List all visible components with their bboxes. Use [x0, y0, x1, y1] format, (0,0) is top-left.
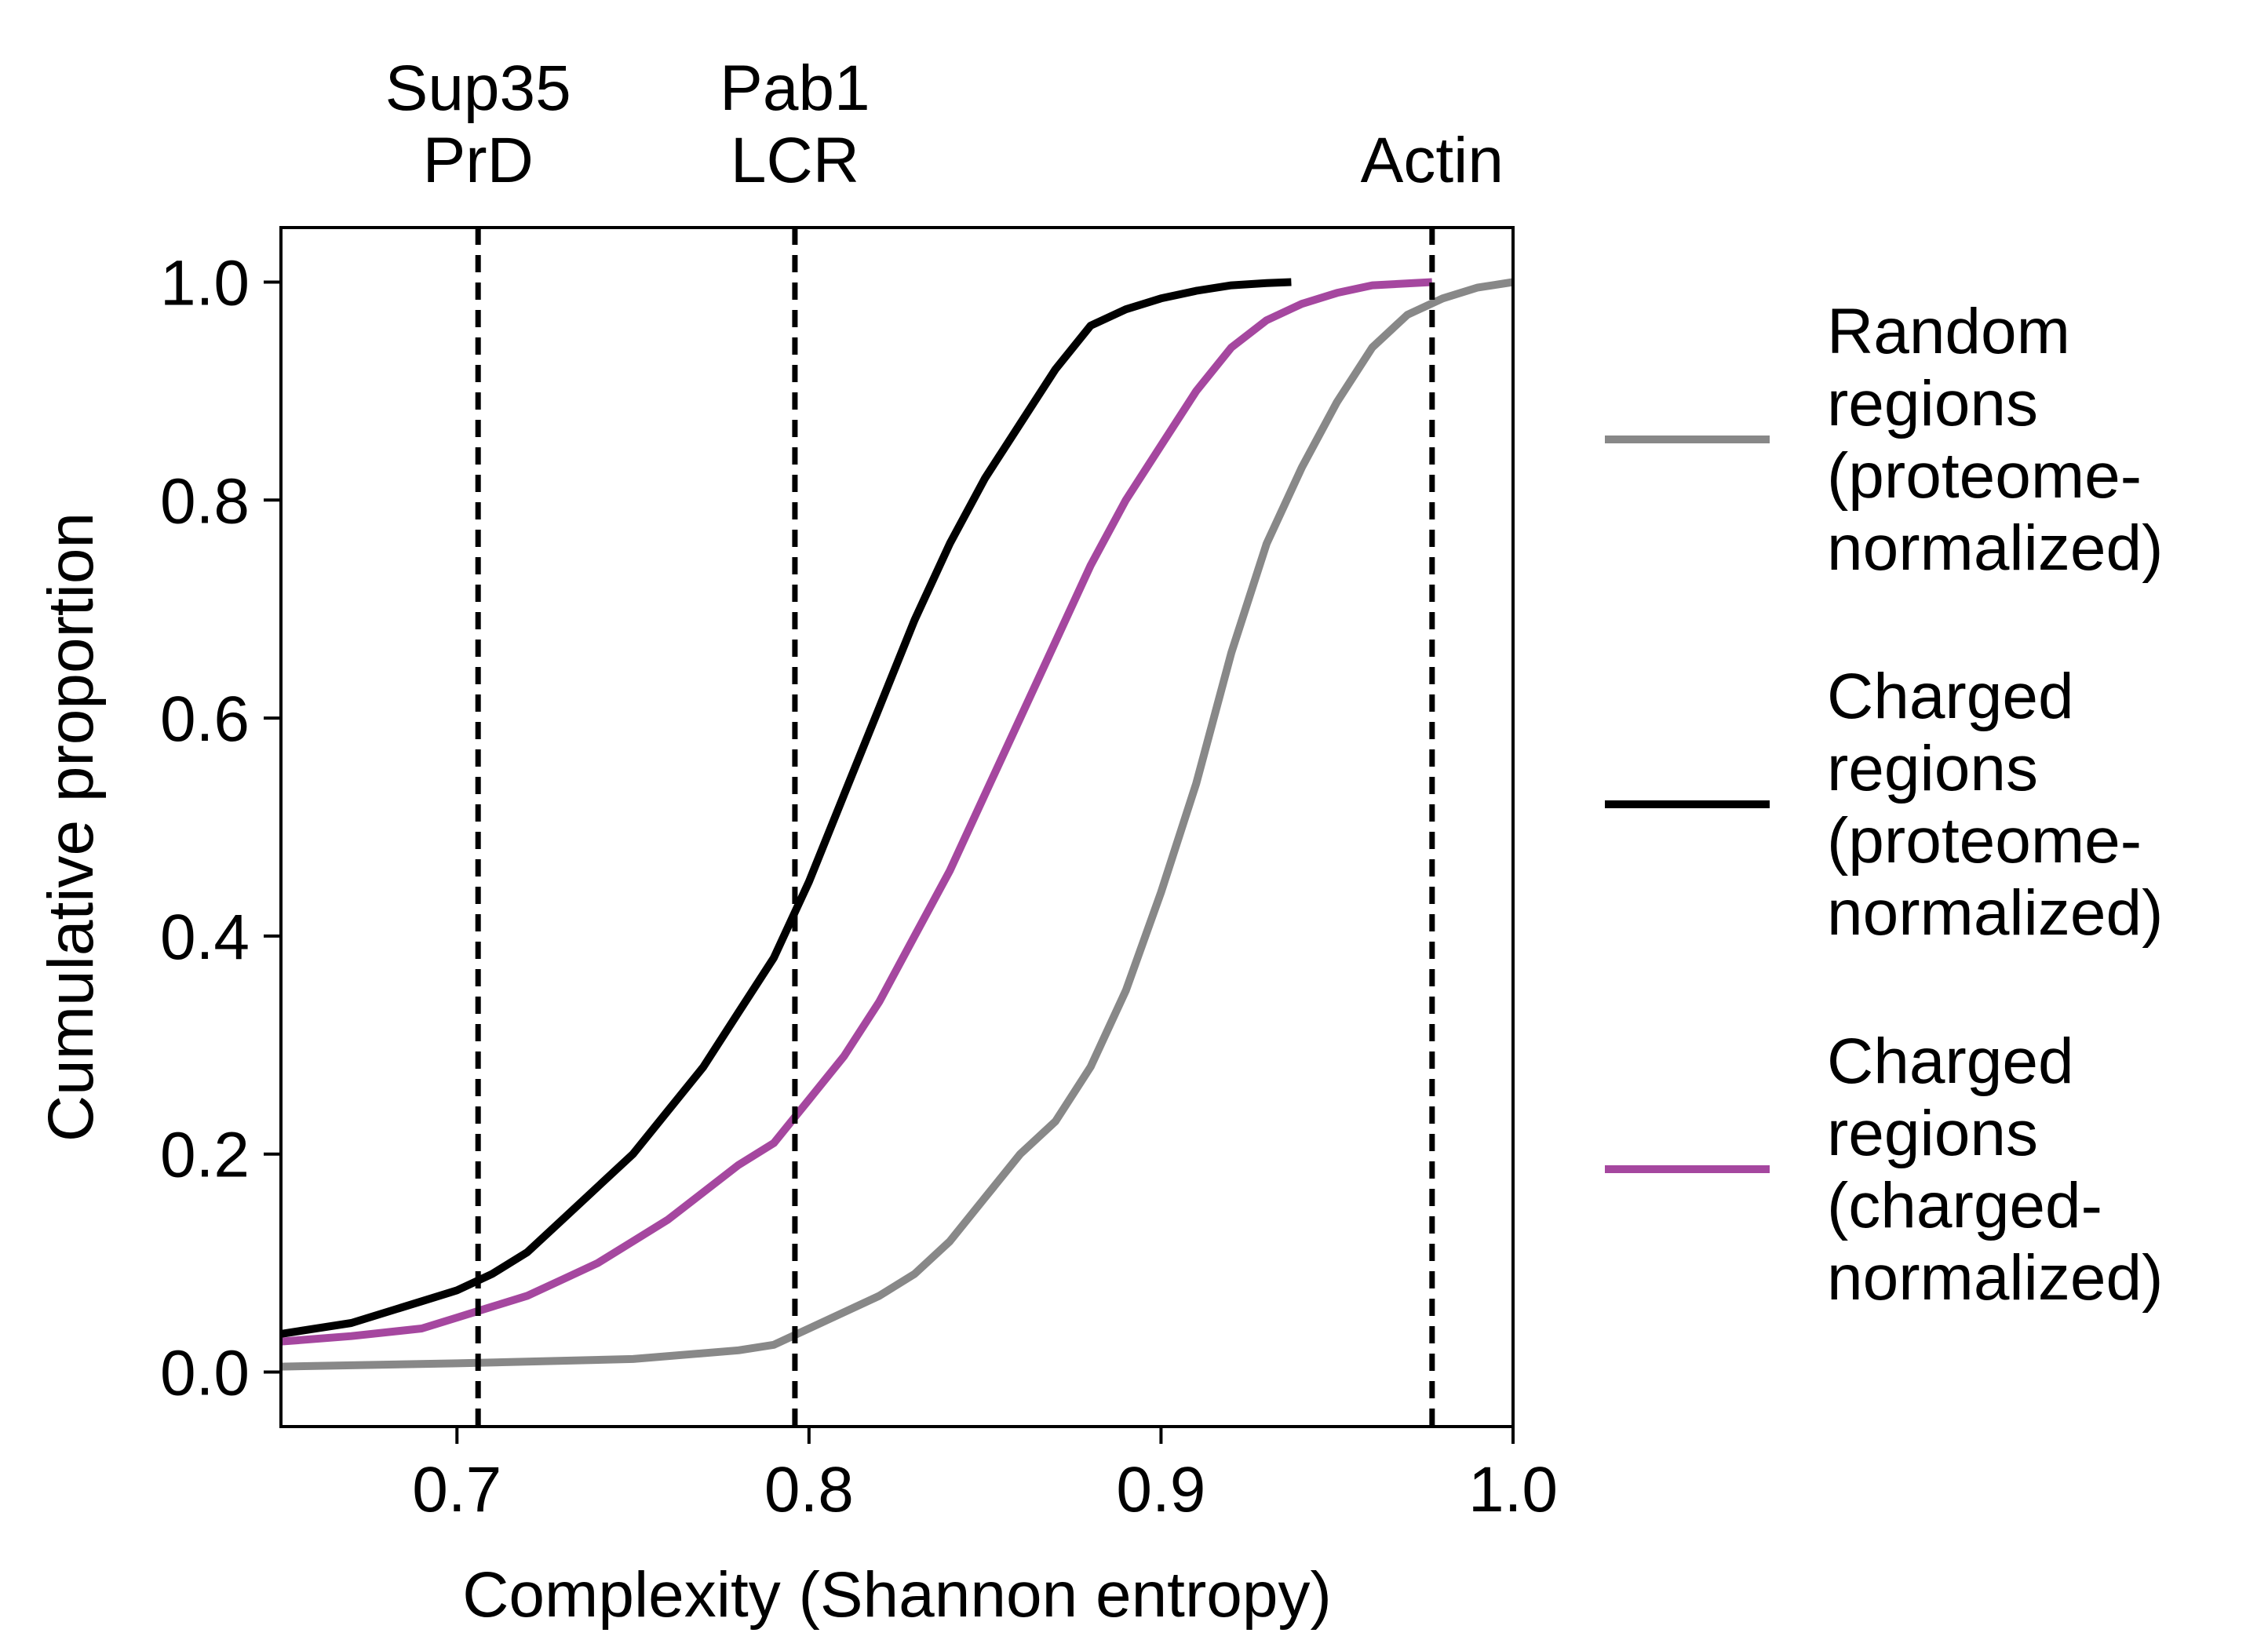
- x-axis: 0.7 0.8 0.9 1.0: [412, 1427, 1558, 1525]
- y-tick-label: 0.0: [160, 1338, 250, 1409]
- x-tick-label: 0.9: [1116, 1454, 1205, 1525]
- legend-label-3: (charged-: [1827, 1170, 2102, 1241]
- reference-line-label: PrD: [423, 125, 534, 196]
- series-layer: [280, 278, 1514, 1371]
- y-tick-label: 0.2: [160, 1120, 250, 1191]
- series-line-2: [280, 278, 1292, 1338]
- reference-lines: [475, 228, 1435, 1427]
- legend-label-1: normalized): [1827, 512, 2163, 584]
- x-tick-label: 0.8: [764, 1454, 854, 1525]
- x-tick-label: 0.7: [412, 1454, 501, 1525]
- legend-label-2: (proteome-: [1827, 805, 2142, 877]
- y-tick-label: 1.0: [160, 247, 250, 319]
- legend-label-1: Random: [1827, 296, 2070, 367]
- y-axis-title: Cumulative proportion: [35, 512, 107, 1142]
- legend-label-3: normalized): [1827, 1242, 2163, 1314]
- y-tick-label: 0.6: [160, 683, 250, 755]
- legend-label-1: (proteome-: [1827, 440, 2142, 512]
- series-line-1: [280, 278, 1514, 1371]
- y-axis: 0.0 0.2 0.4 0.6 0.8 1.0: [160, 247, 281, 1409]
- legend-label-2: regions: [1827, 733, 2038, 804]
- series-line-3: [280, 278, 1433, 1346]
- x-tick-label: 1.0: [1468, 1454, 1558, 1525]
- legend-label-2: Charged: [1827, 661, 2074, 732]
- legend-label-3: regions: [1827, 1098, 2038, 1169]
- y-tick-label: 0.4: [160, 902, 250, 973]
- legend: Randomregions(proteome-normalized)Charge…: [1605, 296, 2163, 1314]
- plot-area: [279, 226, 1515, 1428]
- reference-line-label: Sup35: [385, 53, 571, 124]
- reference-line-label: LCR: [731, 125, 859, 196]
- reference-line-label: Actin: [1361, 125, 1504, 196]
- legend-label-2: normalized): [1827, 877, 2163, 949]
- plot-frame: [279, 226, 1515, 1428]
- y-tick-label: 0.8: [160, 465, 250, 537]
- legend-label-1: regions: [1827, 368, 2038, 439]
- legend-label-3: Charged: [1827, 1026, 2074, 1097]
- x-axis-title: Complexity (Shannon entropy): [462, 1559, 1332, 1631]
- reference-line-label: Pab1: [720, 53, 870, 124]
